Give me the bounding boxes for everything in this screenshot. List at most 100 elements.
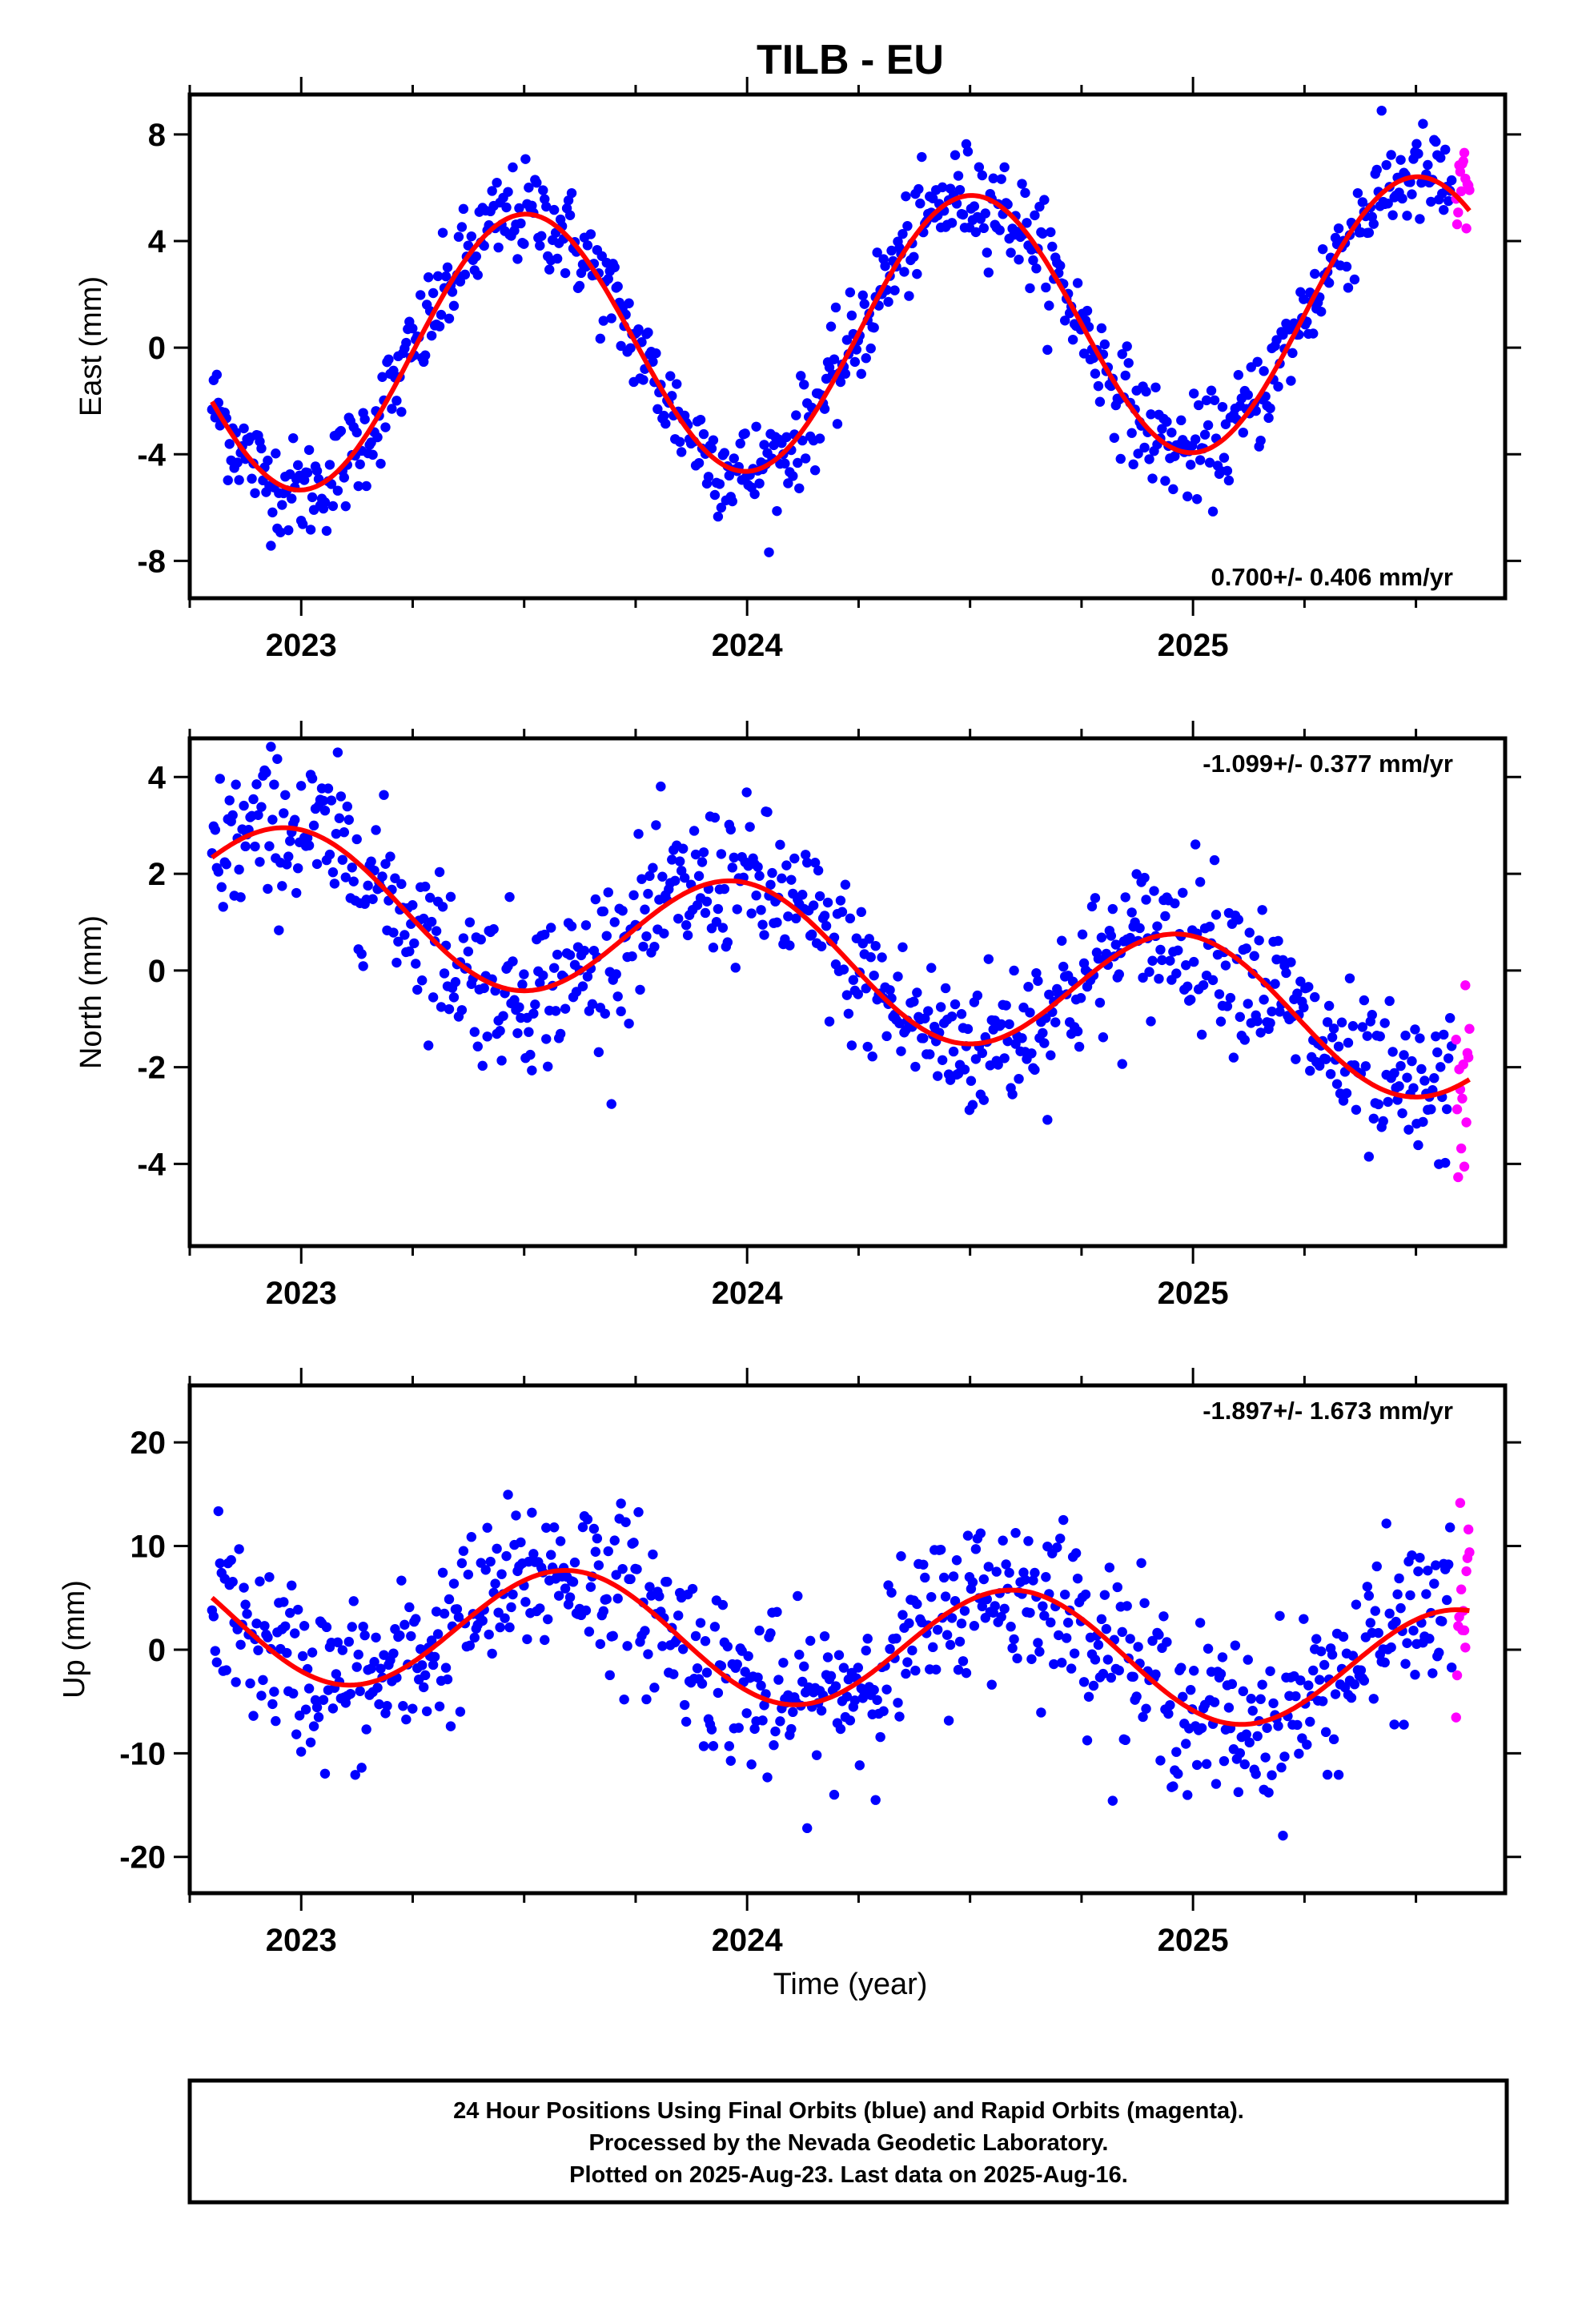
final-orbit-point [287,1580,297,1591]
final-orbit-point [564,950,576,960]
final-orbit-point [756,1680,766,1691]
final-orbit-point [611,969,621,979]
final-orbit-point [1360,1061,1371,1072]
final-orbit-point [348,1596,359,1606]
final-orbit-point [996,1019,1006,1030]
final-orbit-point [1322,1017,1333,1027]
final-orbit-point [857,290,868,301]
final-orbit-point [434,866,445,878]
final-orbit-point [1418,119,1428,129]
final-orbit-point [1402,1072,1412,1083]
final-orbit-point [382,1700,392,1711]
final-orbit-point [598,1606,608,1617]
final-orbit-point [632,1564,642,1574]
final-orbit-point [400,930,410,940]
final-orbit-point [1096,323,1107,334]
final-orbit-point [552,253,563,264]
final-orbit-point [977,1047,988,1059]
final-orbit-point [910,1061,921,1072]
y-tick-label-up: 10 [130,1530,167,1565]
final-orbit-point [1004,1567,1014,1578]
final-orbit-point [1139,872,1150,883]
final-orbit-point [239,1582,249,1593]
final-orbit-point [772,1606,782,1618]
final-orbit-point [1141,1703,1151,1714]
final-orbit-point [999,1603,1010,1614]
final-orbit-point [948,1046,959,1057]
final-orbit-point [517,979,528,990]
final-orbit-point [648,862,658,873]
final-orbit-point [1347,1021,1359,1031]
final-orbit-point [347,862,357,873]
final-orbit-point [724,470,735,481]
final-orbit-point [1155,944,1166,955]
final-orbit-point [961,139,972,150]
final-orbit-point [764,547,774,557]
final-orbit-point [485,1556,496,1567]
final-orbit-point [267,814,278,825]
final-orbit-point [612,281,623,292]
final-orbit-point [1238,427,1248,438]
y-tick-label-north: 0 [148,954,166,989]
final-orbit-point [582,971,593,982]
final-orbit-point [1030,1567,1040,1578]
final-orbit-point [253,810,263,820]
final-orbit-point [361,480,371,492]
final-orbit-point [932,1624,943,1635]
final-orbit-point [849,1695,861,1706]
final-orbit-point [870,1795,881,1805]
final-orbit-point [644,870,655,882]
final-orbit-point [679,1699,690,1711]
final-orbit-point [324,849,335,860]
final-orbit-point [224,795,235,806]
final-orbit-point [1070,1548,1082,1558]
final-orbit-point [1147,1635,1158,1647]
final-orbit-point [1429,1073,1439,1084]
final-orbit-point [1044,989,1054,1000]
final-orbit-point [962,1530,974,1541]
final-orbit-point [282,1647,292,1659]
final-orbit-point [1352,187,1363,199]
final-orbit-point [1429,1578,1439,1589]
final-orbit-point [1188,1666,1199,1676]
final-orbit-point [1023,982,1034,992]
final-orbit-point [380,858,391,869]
final-orbit-point [560,267,571,279]
final-orbit-point [390,873,400,883]
final-orbit-point [1294,1748,1304,1759]
final-orbit-point [751,421,761,432]
final-orbit-point [677,843,689,854]
final-orbit-point [1160,911,1170,922]
y-tick-label-north: -2 [137,1051,166,1086]
y-axis-label-east: East (mm) [74,276,108,416]
final-orbit-point [628,890,639,901]
y-tick-label-up: 20 [130,1425,167,1461]
final-orbit-point [638,941,648,952]
final-orbit-point [643,327,653,338]
final-orbit-point [439,968,450,979]
y-axis-label-north: North (mm) [74,915,108,1069]
final-orbit-point [387,404,397,414]
final-orbit-point [1252,1015,1263,1027]
final-orbit-point [729,453,739,464]
final-orbit-point [340,501,351,512]
final-orbit-point [280,790,291,800]
final-orbit-point [1359,995,1370,1006]
final-orbit-point [793,457,803,468]
final-orbit-point [713,903,724,915]
final-orbit-point [708,1741,719,1751]
final-orbit-point [1196,1029,1207,1040]
final-orbit-point [1106,931,1117,941]
final-orbit-point [1038,228,1048,239]
final-orbit-point [1020,187,1030,199]
final-orbit-point [361,1724,371,1735]
final-orbit-point [550,1006,561,1016]
final-orbit-point [476,1558,486,1568]
final-orbit-point [501,1550,512,1562]
final-orbit-point [292,1604,303,1615]
final-orbit-point [593,1047,604,1058]
final-orbit-point [256,1691,267,1701]
final-orbit-point [263,883,273,895]
final-orbit-point [959,1606,970,1616]
final-orbit-point [340,872,351,883]
